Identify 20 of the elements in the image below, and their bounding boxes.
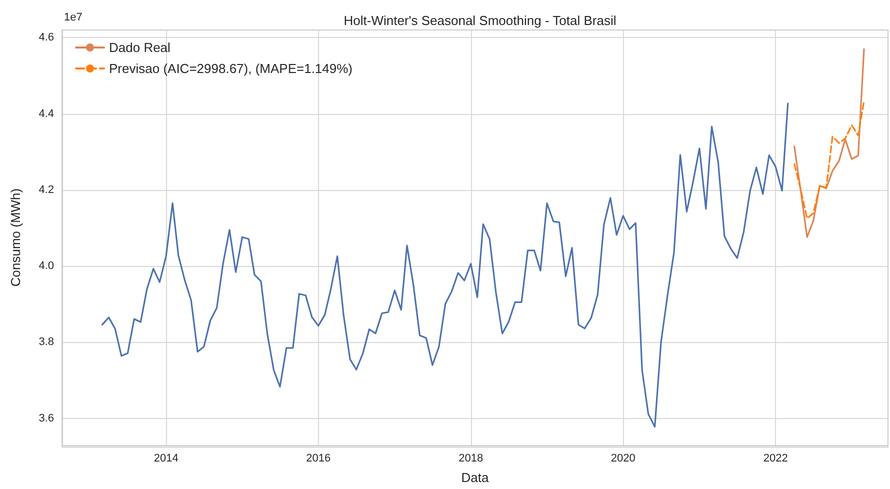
y-tick-label: 3.8 (38, 336, 54, 348)
y-tick-label: 4.6 (38, 32, 54, 44)
x-tick-label: 2016 (306, 452, 331, 464)
x-tick-label: 2020 (610, 452, 636, 464)
line-series (794, 48, 865, 238)
legend-label: Previsao (AIC=2998.67), (MAPE=1.149%) (109, 61, 353, 76)
text: 1e7 (64, 12, 82, 24)
y-axis-title: Consumo (MWh) (8, 188, 23, 287)
chart-title: Holt-Winter's Seasonal Smoothing - Total Brasil (344, 13, 616, 28)
y-tick-label: 3.6 (38, 412, 54, 424)
x-axis-title: Data (461, 470, 490, 485)
x-tick-label: 2014 (154, 452, 178, 464)
line-series (794, 100, 865, 220)
y-tick-label: 4.0 (38, 260, 54, 272)
y-tick-label: 4.4 (38, 108, 54, 120)
y-tick-label: 4.2 (38, 184, 54, 196)
x-tick-label: 2022 (763, 452, 788, 464)
line-series (101, 102, 789, 428)
legend-label: Dado Real (109, 40, 171, 55)
x-tick-label: 2018 (458, 452, 484, 464)
